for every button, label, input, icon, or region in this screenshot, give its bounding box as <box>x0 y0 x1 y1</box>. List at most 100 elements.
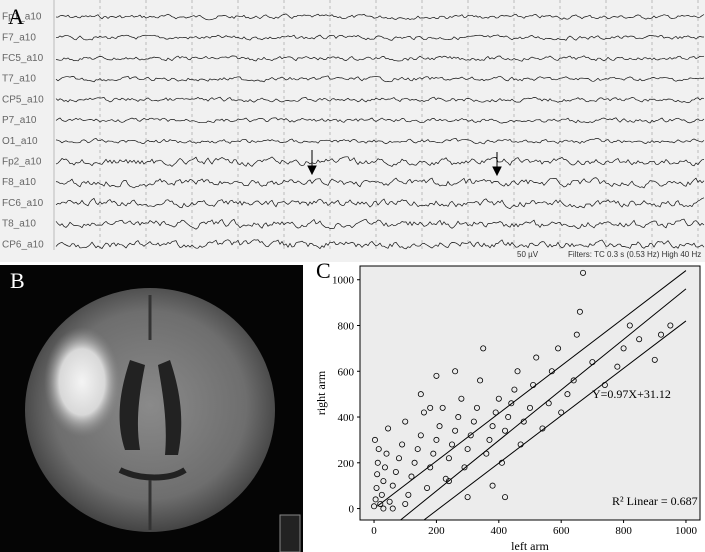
point <box>374 471 381 478</box>
point <box>527 404 534 411</box>
point <box>651 356 658 363</box>
point <box>477 377 484 384</box>
point <box>433 372 440 379</box>
point <box>539 425 546 432</box>
x-tick-label: 400 <box>491 525 508 537</box>
point <box>427 464 434 471</box>
y-axis-label: right arm <box>314 370 328 415</box>
channel-label: T8_a10 <box>2 219 36 230</box>
point <box>464 494 471 501</box>
point <box>502 494 509 501</box>
point <box>430 450 437 457</box>
point <box>399 441 406 448</box>
point <box>483 450 490 457</box>
point <box>461 464 468 471</box>
eeg-trace <box>55 197 705 210</box>
point <box>371 503 378 510</box>
eeg-trace <box>55 177 705 189</box>
point <box>626 322 633 329</box>
point <box>601 381 608 388</box>
point <box>511 386 518 393</box>
point <box>383 450 390 457</box>
eeg-traces: Fp1_a10 F7_a10 FC5_a10 T7_a10 CP5_a10 P7_a10 O… <box>2 0 705 250</box>
point <box>614 363 621 370</box>
x-tick-label: 0 <box>371 525 377 537</box>
x-tick-label: 200 <box>428 525 445 537</box>
panel-label: A <box>8 4 24 29</box>
point <box>389 505 396 512</box>
point <box>570 377 577 384</box>
point <box>392 468 399 475</box>
point <box>452 427 459 434</box>
point <box>452 368 459 375</box>
eeg-trace <box>55 137 705 145</box>
point <box>378 491 385 498</box>
plot-marks <box>371 269 687 520</box>
point <box>558 409 565 416</box>
point <box>380 478 387 485</box>
point <box>467 432 474 439</box>
point <box>414 446 421 453</box>
point <box>455 414 462 421</box>
x-tick-label: 1000 <box>675 525 698 537</box>
point <box>505 414 512 421</box>
point <box>402 500 409 507</box>
point <box>533 354 540 361</box>
point <box>580 269 587 276</box>
point <box>667 322 674 329</box>
plot-area <box>359 265 701 521</box>
point <box>486 436 493 443</box>
channel-label: P7_a10 <box>2 115 37 126</box>
point <box>458 395 465 402</box>
scale-label: 50 µV <box>517 250 539 259</box>
y-tick-label: 800 <box>338 320 355 332</box>
point <box>374 459 381 466</box>
point <box>498 459 505 466</box>
y-tick-label: 200 <box>338 458 355 470</box>
channel-label: F7_a10 <box>2 32 36 43</box>
point <box>555 345 562 352</box>
y-tick-label: 0 <box>349 504 355 516</box>
point <box>517 441 524 448</box>
point <box>445 455 452 462</box>
point <box>502 427 509 434</box>
point <box>480 345 487 352</box>
panel-label: B <box>10 268 25 293</box>
eeg-trace <box>55 96 705 104</box>
point <box>417 391 424 398</box>
eeg-trace <box>55 55 705 62</box>
mri-brain <box>25 288 275 532</box>
channel-label: CP5_a10 <box>2 94 44 105</box>
fit-line <box>423 320 687 520</box>
point <box>470 418 477 425</box>
eeg-trace <box>55 117 705 124</box>
point <box>573 331 580 338</box>
point <box>492 409 499 416</box>
point <box>495 395 502 402</box>
point <box>439 404 446 411</box>
point <box>417 432 424 439</box>
point <box>548 368 555 375</box>
point <box>372 496 379 503</box>
point <box>377 500 384 507</box>
eeg-trace <box>55 156 705 167</box>
point <box>385 425 392 432</box>
point <box>386 498 393 505</box>
point <box>380 505 387 512</box>
point <box>375 446 382 453</box>
point <box>389 482 396 489</box>
y-tick-label: 1000 <box>332 275 355 287</box>
point <box>514 368 521 375</box>
channel-label: Fp2_a10 <box>2 157 42 168</box>
point <box>636 336 643 343</box>
point <box>473 404 480 411</box>
eeg-trace <box>55 239 705 250</box>
equation: Y=0.97X+31.12 <box>592 387 671 401</box>
point <box>489 423 496 430</box>
eeg-trace <box>55 34 704 41</box>
eeg-trace <box>55 218 705 230</box>
point <box>395 455 402 462</box>
channel-label: Fp1_a10 <box>2 12 42 23</box>
point <box>402 418 409 425</box>
channel-label: O1_a10 <box>2 136 38 147</box>
